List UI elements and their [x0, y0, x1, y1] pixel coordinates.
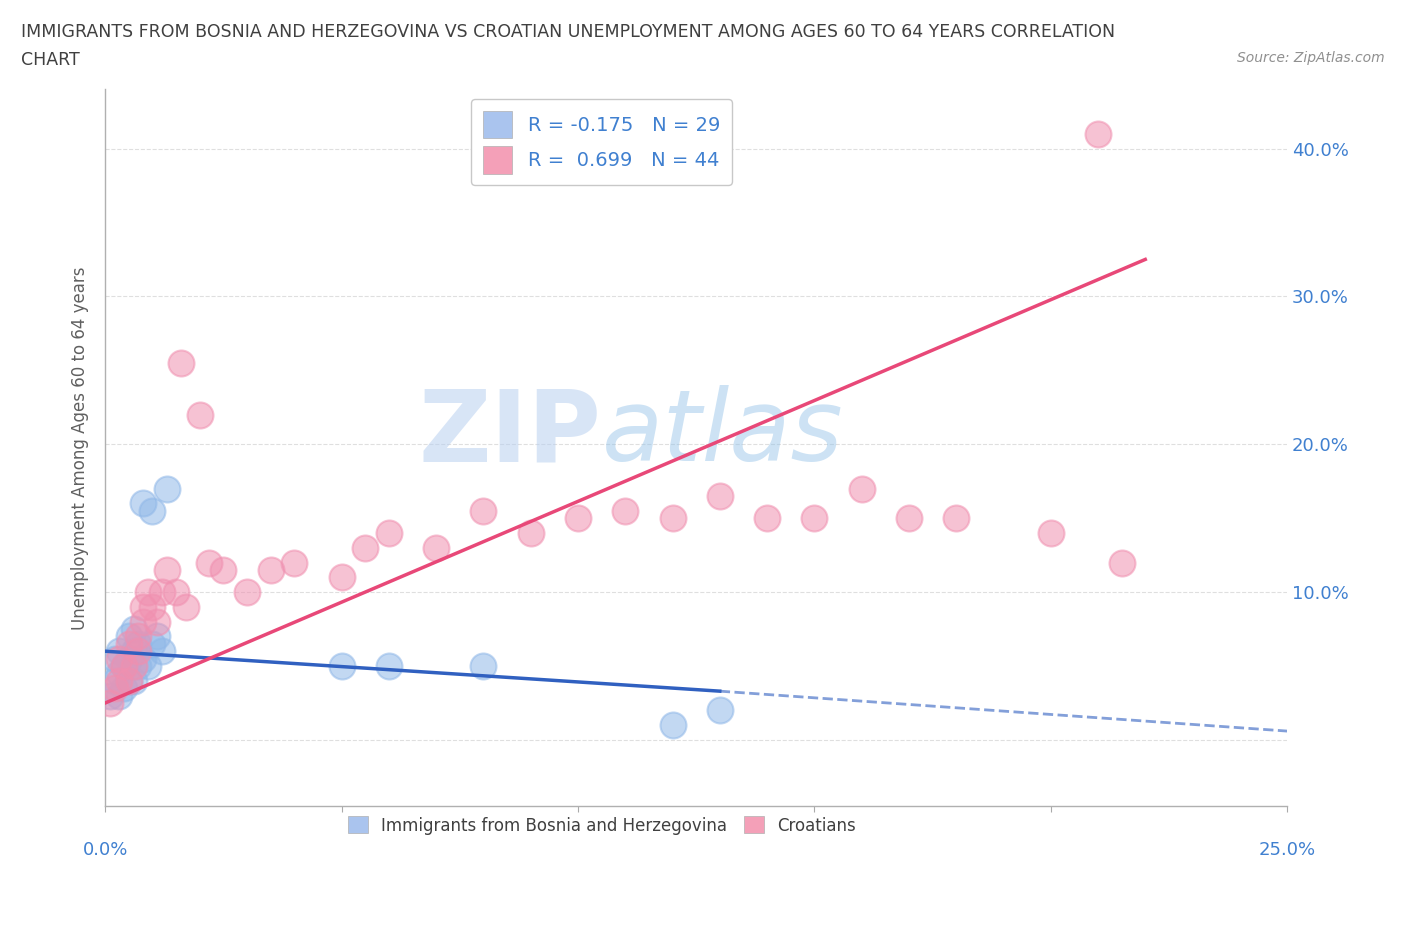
Point [330, 570, 353, 585]
Point [354, 540, 377, 555]
Point [122, 644, 145, 658]
Point [156, 563, 179, 578]
Point [146, 629, 169, 644]
Point [98, 696, 121, 711]
Point [108, 666, 131, 681]
Point [709, 703, 731, 718]
Point [98, 688, 121, 703]
Point [118, 673, 141, 688]
Point [141, 503, 163, 518]
Point [146, 614, 169, 629]
Point [136, 585, 159, 600]
Point [198, 555, 221, 570]
Point [283, 555, 305, 570]
Point [118, 636, 141, 651]
Point [127, 644, 149, 658]
Point [127, 629, 149, 644]
Point [709, 488, 731, 503]
Point [132, 600, 155, 615]
Point [122, 658, 145, 673]
Point [567, 511, 589, 525]
Point [472, 503, 495, 518]
Point [127, 636, 149, 651]
Point [1039, 525, 1062, 540]
Point [378, 525, 401, 540]
Point [104, 651, 127, 666]
Point [108, 673, 131, 688]
Text: Source: ZipAtlas.com: Source: ZipAtlas.com [1237, 51, 1385, 65]
Point [108, 688, 131, 703]
Point [897, 511, 920, 525]
Point [519, 525, 541, 540]
Point [150, 644, 173, 658]
Point [150, 585, 173, 600]
Point [945, 511, 967, 525]
Point [136, 658, 159, 673]
Point [803, 511, 825, 525]
Point [378, 658, 401, 673]
Point [188, 407, 211, 422]
Point [614, 503, 637, 518]
Point [472, 658, 495, 673]
Point [756, 511, 779, 525]
Point [212, 563, 235, 578]
Point [122, 673, 145, 688]
Point [661, 511, 683, 525]
Point [122, 621, 145, 636]
Point [330, 658, 353, 673]
Point [170, 355, 193, 370]
Point [141, 600, 163, 615]
Text: IMMIGRANTS FROM BOSNIA AND HERZEGOVINA VS CROATIAN UNEMPLOYMENT AMONG AGES 60 TO: IMMIGRANTS FROM BOSNIA AND HERZEGOVINA V… [21, 23, 1115, 41]
Text: ZIP: ZIP [419, 385, 602, 482]
Point [132, 614, 155, 629]
Y-axis label: Unemployment Among Ages 60 to 64 years: Unemployment Among Ages 60 to 64 years [72, 266, 89, 630]
Point [118, 629, 141, 644]
Point [1111, 555, 1133, 570]
Point [104, 673, 127, 688]
Text: 25.0%: 25.0% [1258, 842, 1316, 859]
Point [1087, 126, 1109, 141]
Point [118, 651, 141, 666]
Point [108, 651, 131, 666]
Point [174, 600, 197, 615]
Point [156, 481, 179, 496]
Point [661, 718, 683, 733]
Text: 0.0%: 0.0% [83, 842, 128, 859]
Point [108, 644, 131, 658]
Point [132, 651, 155, 666]
Point [260, 563, 283, 578]
Point [851, 481, 873, 496]
Point [141, 636, 163, 651]
Point [112, 658, 135, 673]
Text: CHART: CHART [21, 51, 80, 69]
Point [104, 681, 127, 696]
Point [165, 585, 187, 600]
Text: atlas: atlas [602, 385, 844, 482]
Point [425, 540, 447, 555]
Point [112, 658, 135, 673]
Point [127, 658, 149, 673]
Point [236, 585, 259, 600]
Point [118, 673, 141, 688]
Point [112, 681, 135, 696]
Point [132, 496, 155, 511]
Legend: Immigrants from Bosnia and Herzegovina, Croatians: Immigrants from Bosnia and Herzegovina, … [340, 810, 862, 841]
